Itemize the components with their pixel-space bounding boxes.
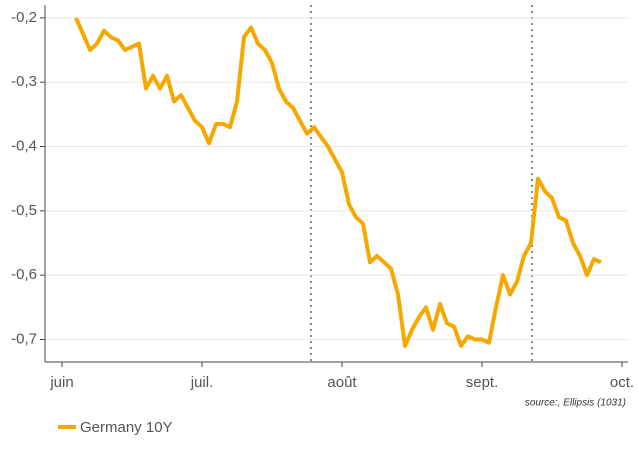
y-tick-label: -0,7 [11,330,37,347]
y-tick-label: -0,5 [11,202,37,219]
x-tick-label: oct. [610,374,634,391]
source: source:, Ellipsis (1031) [525,398,626,409]
legend-label: Germany 10Y [80,419,173,436]
x-tick-label: juin [49,374,73,391]
y-tick-label: -0,2 [11,9,37,26]
x-tick-label: sept. [466,374,499,391]
x-tick-label: juil. [190,374,214,391]
line [74,17,602,348]
y-tick-label: -0,6 [11,266,37,283]
y-tick-label: -0,3 [11,73,37,90]
x-tick-label: août [327,374,357,391]
y-tick-label: -0,4 [11,137,37,154]
